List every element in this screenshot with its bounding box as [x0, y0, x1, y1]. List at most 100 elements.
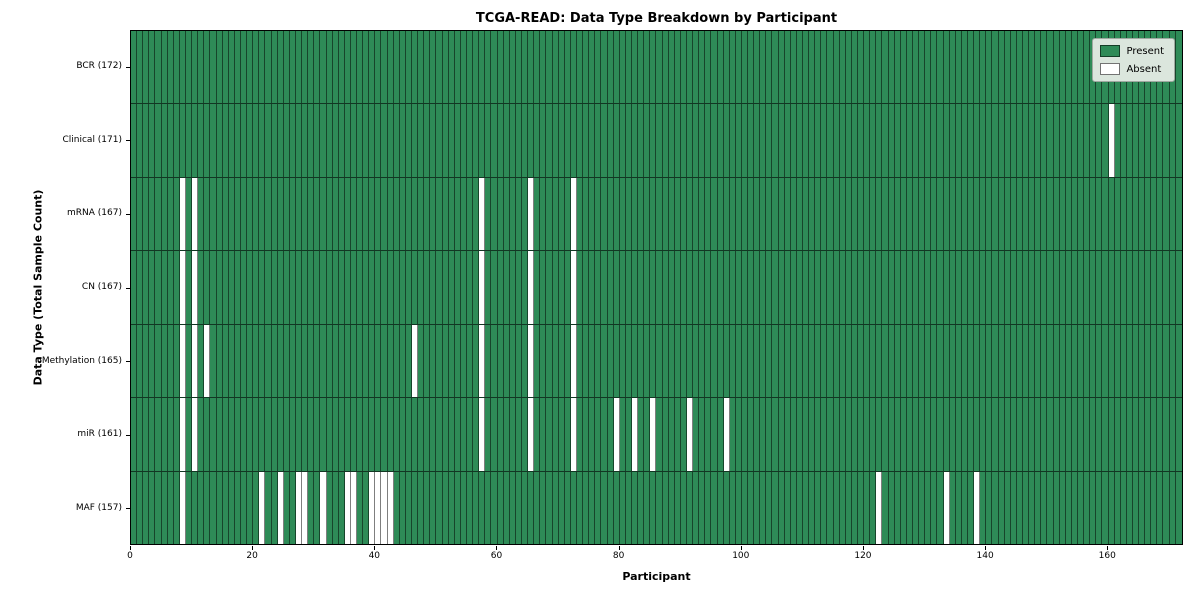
matrix-cell [149, 104, 156, 177]
matrix-cell [308, 471, 315, 544]
matrix-cell [308, 324, 315, 398]
matrix-cell [363, 31, 370, 104]
matrix-cell [1053, 471, 1060, 544]
matrix-cell [1029, 104, 1036, 177]
matrix-cell [833, 251, 840, 324]
y-tick-mark [126, 434, 130, 436]
matrix-cell [185, 177, 193, 251]
matrix-cell [479, 31, 486, 104]
matrix-cell [289, 324, 296, 398]
matrix-cell [656, 251, 663, 324]
matrix-cell [943, 471, 950, 544]
matrix-cell [790, 324, 797, 398]
matrix-cell [485, 177, 492, 251]
matrix-cell [137, 31, 144, 104]
matrix-cell [882, 31, 889, 104]
matrix-cell [668, 104, 675, 177]
matrix-cell [436, 324, 443, 398]
matrix-cell [729, 398, 736, 471]
matrix-cell [833, 31, 840, 104]
matrix-cell [1022, 251, 1030, 324]
matrix-cell [748, 324, 755, 398]
matrix-cell [699, 31, 706, 104]
matrix-cell [399, 471, 406, 544]
matrix-cell [772, 104, 779, 177]
matrix-cell [460, 398, 468, 471]
matrix-cell [607, 104, 614, 177]
matrix-cell [558, 177, 565, 251]
y-tick-mark [126, 361, 130, 363]
matrix-cell [442, 324, 449, 398]
matrix-cell [210, 31, 217, 104]
matrix-cell [717, 471, 724, 544]
matrix-cell [1022, 31, 1030, 104]
matrix-cell [198, 251, 205, 324]
matrix-cell [167, 251, 174, 324]
matrix-cell [717, 104, 724, 177]
matrix-cell [234, 104, 241, 177]
matrix-cell [247, 251, 254, 324]
matrix-cell [436, 177, 443, 251]
matrix-cell [974, 471, 981, 544]
matrix-cell [809, 104, 816, 177]
matrix-cell [1035, 177, 1042, 251]
matrix-cell [913, 398, 920, 471]
matrix-cell [784, 251, 791, 324]
matrix-cell [1169, 104, 1176, 177]
matrix-cell [986, 471, 993, 544]
matrix-cell [326, 398, 333, 471]
matrix-cell [436, 251, 443, 324]
matrix-cell [558, 471, 565, 544]
matrix-cell [680, 398, 687, 471]
matrix-cell [240, 251, 248, 324]
matrix-cell [222, 31, 229, 104]
matrix-cell [772, 31, 779, 104]
matrix-cell [937, 471, 944, 544]
matrix-cell [894, 471, 901, 544]
matrix-cell [460, 104, 468, 177]
matrix-cell [705, 177, 712, 251]
matrix-cell [845, 31, 852, 104]
matrix-cell [778, 324, 785, 398]
matrix-cell [803, 398, 810, 471]
matrix-cell [674, 177, 681, 251]
matrix-cell [1041, 398, 1048, 471]
matrix-cell [601, 471, 608, 544]
matrix-cell [1145, 104, 1152, 177]
matrix-cell [308, 104, 315, 177]
matrix-cell [845, 398, 852, 471]
matrix-cell [424, 324, 431, 398]
matrix-cell [240, 31, 248, 104]
matrix-cell [784, 471, 791, 544]
matrix-cell [198, 324, 205, 398]
matrix-cell [204, 324, 211, 398]
y-tick-mark [126, 213, 130, 215]
matrix-cell [338, 324, 345, 398]
matrix-cell [399, 177, 406, 251]
matrix-cell [289, 104, 296, 177]
matrix-cell [662, 104, 669, 177]
matrix-cell [137, 398, 144, 471]
matrix-cell [387, 398, 394, 471]
matrix-cell [1139, 177, 1146, 251]
matrix-cell [277, 398, 284, 471]
matrix-cell [589, 398, 596, 471]
matrix-cell [760, 177, 767, 251]
matrix-cell [503, 104, 510, 177]
matrix-cell [1175, 104, 1181, 177]
matrix-cell [131, 251, 138, 324]
matrix-cell [283, 31, 290, 104]
matrix-cell [522, 324, 529, 398]
matrix-cell [851, 471, 859, 544]
matrix-cell [179, 31, 186, 104]
matrix-cell [741, 251, 749, 324]
matrix-cell [564, 31, 571, 104]
matrix-cell [967, 177, 975, 251]
matrix-row-mir [131, 398, 1182, 472]
matrix-cell [1096, 324, 1103, 398]
matrix-cell [247, 104, 254, 177]
matrix-cell [974, 324, 981, 398]
matrix-cell [1090, 104, 1097, 177]
matrix-cell [1157, 177, 1164, 251]
matrix-cell [986, 104, 993, 177]
